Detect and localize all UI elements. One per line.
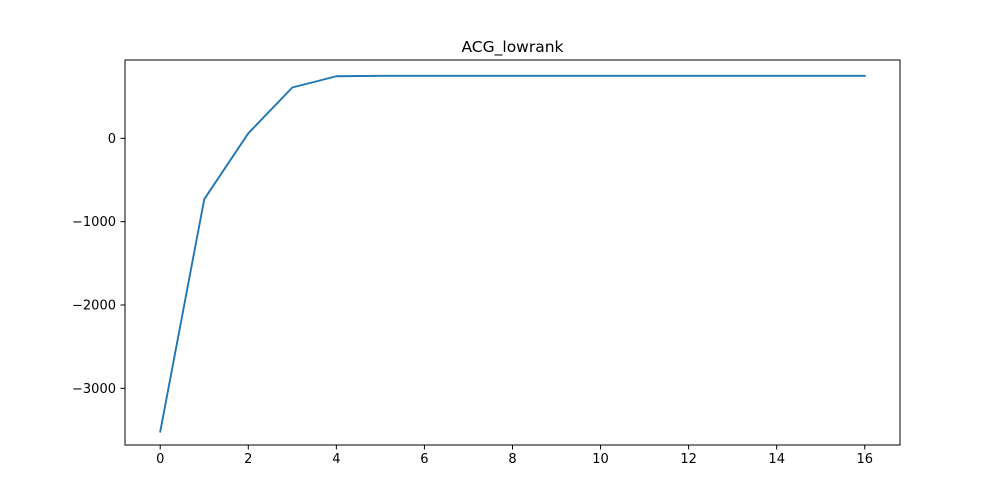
- y-tick-label: −1000: [72, 215, 116, 230]
- x-tick-label: 6: [420, 452, 428, 467]
- y-tick-label: −2000: [72, 299, 116, 314]
- series-line: [159, 74, 866, 433]
- x-tick-label: 14: [768, 452, 785, 467]
- x-tick-label: 12: [680, 452, 697, 467]
- axes: 0 2 4 6 8 10 12 14 16 0 −1000 −2000 −3000: [72, 59, 901, 467]
- x-tick-label: 2: [244, 452, 252, 467]
- x-tick-label: 16: [856, 452, 873, 467]
- y-tick-label: −3000: [72, 382, 116, 397]
- x-tick-label: 4: [332, 452, 340, 467]
- axes-frame: [124, 59, 901, 446]
- chart-title: ACG_lowrank: [461, 38, 563, 57]
- x-tick-label: 0: [156, 452, 164, 467]
- x-tick-label: 10: [592, 452, 609, 467]
- y-tick-label: 0: [108, 132, 116, 147]
- plot-area: [159, 74, 866, 433]
- x-tick-label: 8: [508, 452, 516, 467]
